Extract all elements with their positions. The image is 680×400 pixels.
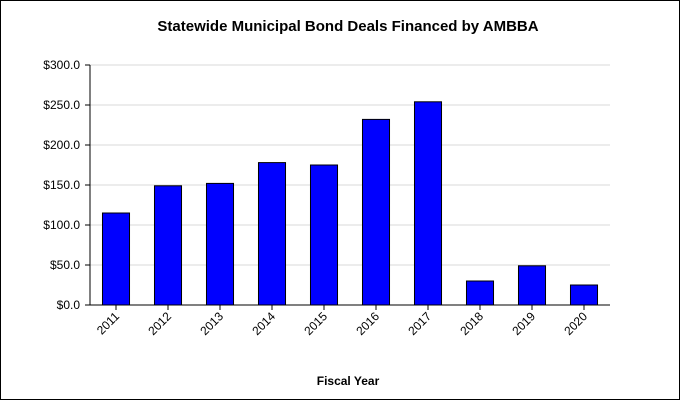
x-tick-label: 2012 — [145, 309, 174, 338]
x-tick-label: 2013 — [197, 309, 226, 338]
bar-2014 — [257, 162, 287, 306]
axes — [85, 64, 610, 310]
x-tick-label: 2020 — [561, 309, 590, 338]
x-tick-label: 2017 — [405, 309, 434, 338]
chart-title: Statewide Municipal Bond Deals Financed … — [157, 18, 538, 35]
bar-2018 — [465, 280, 495, 306]
x-tick-label: 2018 — [457, 309, 486, 338]
y-tick-labels: $0.0 $50.0 $100.0 $150.0 $200.0 $250.0 $300.0 — [43, 58, 80, 312]
bar-2016 — [361, 118, 391, 306]
bar-2012 — [153, 185, 183, 306]
y-tick-label: $200.0 — [43, 138, 80, 152]
y-tick-label: $0.0 — [57, 298, 81, 312]
x-axis-label: Fiscal Year — [317, 374, 380, 388]
bar-2020 — [569, 284, 599, 306]
x-tick-labels: 2011 2012 2013 2014 2015 2016 2017 2018 2019 2020 — [94, 309, 590, 338]
y-tick-label: $100.0 — [43, 218, 80, 232]
bar-2013 — [205, 182, 235, 306]
bars — [101, 101, 599, 306]
x-tick-label: 2014 — [249, 309, 278, 338]
x-tick-label: 2015 — [301, 309, 330, 338]
y-tick-label: $50.0 — [50, 258, 80, 272]
x-tick-label: 2016 — [353, 309, 382, 338]
x-tick-label: 2011 — [94, 309, 122, 337]
bar-2019 — [517, 265, 547, 306]
bar-2011 — [101, 212, 131, 306]
x-tick-label: 2019 — [509, 309, 538, 338]
bar-2015 — [309, 164, 339, 306]
y-tick-label: $150.0 — [43, 178, 80, 192]
y-tick-label: $300.0 — [43, 58, 80, 72]
y-tick-label: $250.0 — [43, 98, 80, 112]
bar-2017 — [413, 101, 443, 306]
